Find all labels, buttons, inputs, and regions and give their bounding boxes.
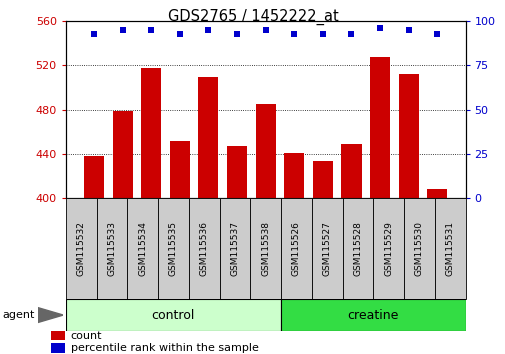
Bar (373, 198, 403, 299)
Point (432, 31, 440, 36)
Bar (312, 161, 332, 198)
Bar (112, 111, 132, 198)
Point (404, 27, 412, 33)
Text: GSM115533: GSM115533 (107, 221, 116, 276)
Point (375, 25, 383, 31)
Text: GSM115528: GSM115528 (352, 221, 362, 276)
Bar (66, 299, 280, 331)
Bar (84, 156, 104, 198)
Bar (250, 198, 280, 299)
Point (290, 31, 298, 36)
Point (175, 31, 183, 36)
Bar (434, 198, 465, 299)
Point (204, 27, 212, 33)
Bar (280, 299, 465, 331)
Text: GSM115534: GSM115534 (138, 221, 147, 276)
Text: GSM115535: GSM115535 (169, 221, 178, 276)
Point (347, 31, 355, 36)
Text: count: count (71, 331, 102, 341)
Text: GSM115532: GSM115532 (76, 221, 85, 276)
Text: GSM115530: GSM115530 (414, 221, 423, 276)
Point (318, 31, 326, 36)
Point (90, 31, 98, 36)
Bar (96, 198, 127, 299)
Text: GSM115526: GSM115526 (291, 221, 300, 276)
Bar (403, 198, 434, 299)
Text: GDS2765 / 1452222_at: GDS2765 / 1452222_at (167, 9, 338, 25)
Bar (50, 343, 65, 353)
Bar (369, 57, 389, 198)
Bar (127, 198, 158, 299)
Text: agent: agent (3, 310, 35, 320)
Bar (342, 198, 373, 299)
Text: GSM115537: GSM115537 (230, 221, 239, 276)
Polygon shape (38, 308, 63, 322)
Bar (50, 331, 65, 341)
Bar (398, 74, 418, 198)
Point (147, 27, 155, 33)
Bar (219, 198, 250, 299)
Text: control: control (152, 309, 195, 321)
Bar (141, 68, 161, 198)
Point (232, 31, 240, 36)
Bar (255, 104, 275, 198)
Text: GSM115538: GSM115538 (261, 221, 270, 276)
Bar (427, 189, 446, 198)
Text: percentile rank within the sample: percentile rank within the sample (71, 343, 258, 353)
Point (118, 27, 126, 33)
Bar (280, 198, 311, 299)
Text: GSM115536: GSM115536 (199, 221, 208, 276)
Text: GSM115531: GSM115531 (445, 221, 454, 276)
Text: GSM115529: GSM115529 (383, 221, 392, 276)
Text: GSM115527: GSM115527 (322, 221, 331, 276)
Bar (341, 144, 361, 198)
Bar (311, 198, 342, 299)
Bar (227, 146, 246, 198)
Bar (188, 198, 219, 299)
Bar (170, 141, 189, 198)
Bar (158, 198, 188, 299)
Bar (284, 153, 304, 198)
Text: creatine: creatine (347, 309, 398, 321)
Point (261, 27, 269, 33)
Bar (66, 198, 96, 299)
Bar (198, 76, 218, 198)
